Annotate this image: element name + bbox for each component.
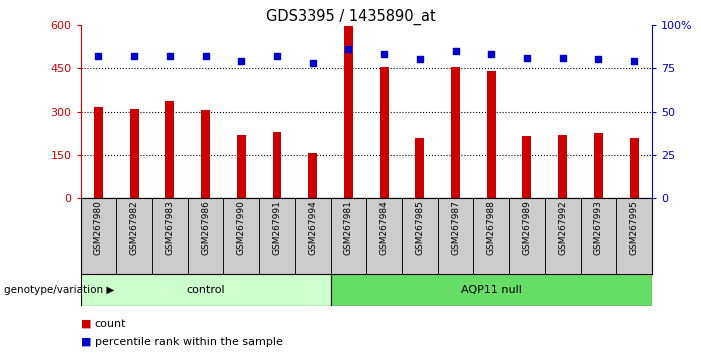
Point [343,46,354,52]
Bar [116,198,152,274]
Text: GSM267986: GSM267986 [201,200,210,255]
Point [593,57,604,62]
Point [93,53,104,59]
Bar [594,133,603,198]
Bar [94,107,103,198]
Bar [331,198,367,274]
Bar [545,198,580,274]
Text: ■: ■ [81,337,91,347]
Point [271,53,283,59]
Text: control: control [186,285,225,295]
Bar [224,198,259,274]
Bar [367,198,402,274]
Point [522,55,533,61]
Bar [152,198,188,274]
Bar [616,198,652,274]
Point [164,53,175,59]
Text: ■: ■ [81,319,91,329]
Text: GSM267993: GSM267993 [594,200,603,255]
Bar [295,198,331,274]
Bar [522,136,531,198]
Bar [259,198,295,274]
Bar [437,198,473,274]
Text: GSM267984: GSM267984 [380,200,388,255]
Bar [308,153,317,198]
Text: GSM267994: GSM267994 [308,200,318,255]
Point [379,51,390,57]
Bar [237,135,246,198]
Point [450,48,461,53]
Bar [558,135,567,198]
Bar [451,67,460,198]
Point [128,53,139,59]
Text: GDS3395 / 1435890_at: GDS3395 / 1435890_at [266,9,435,25]
Text: GSM267983: GSM267983 [165,200,175,255]
Text: GSM267982: GSM267982 [130,200,139,255]
Point [307,60,318,66]
Text: GSM267981: GSM267981 [344,200,353,255]
Bar [486,71,496,198]
Text: count: count [95,319,126,329]
Bar [402,198,437,274]
Text: AQP11 null: AQP11 null [461,285,522,295]
Text: GSM267985: GSM267985 [415,200,424,255]
Bar [81,274,331,306]
Text: GSM267989: GSM267989 [522,200,531,255]
Point [629,58,640,64]
Text: GSM267990: GSM267990 [237,200,246,255]
Bar [629,138,639,198]
Bar [509,198,545,274]
Point [414,57,426,62]
Bar [380,67,388,198]
Bar [416,138,424,198]
Bar [580,198,616,274]
Bar [201,110,210,198]
Bar [344,26,353,198]
Text: GSM267995: GSM267995 [629,200,639,255]
Bar [130,109,139,198]
Bar [165,101,175,198]
Point [486,51,497,57]
Text: GSM267992: GSM267992 [558,200,567,255]
Text: GSM267987: GSM267987 [451,200,460,255]
Text: percentile rank within the sample: percentile rank within the sample [95,337,283,347]
Text: GSM267988: GSM267988 [486,200,496,255]
Text: GSM267980: GSM267980 [94,200,103,255]
Bar [331,274,652,306]
Bar [473,198,509,274]
Bar [188,198,224,274]
Point [200,53,211,59]
Bar [81,198,116,274]
Text: genotype/variation ▶: genotype/variation ▶ [4,285,114,295]
Point [236,58,247,64]
Bar [273,132,282,198]
Point [557,55,569,61]
Text: GSM267991: GSM267991 [273,200,282,255]
